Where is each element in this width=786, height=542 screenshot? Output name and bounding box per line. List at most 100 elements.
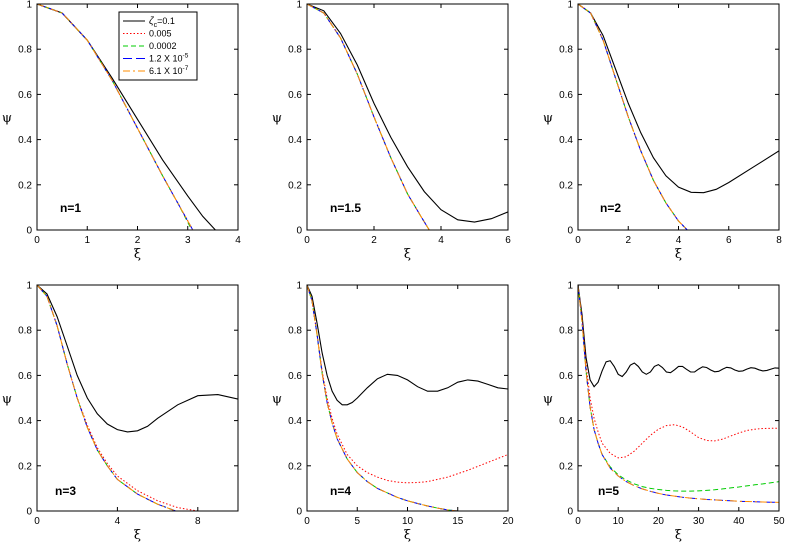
- y-tick-label: 0.4: [18, 135, 32, 146]
- y-tick-label: 1: [26, 281, 32, 292]
- x-tick-label: 50: [773, 516, 785, 527]
- y-tick-label: 1: [26, 0, 32, 11]
- legend-label-series-6.1e-7: 6.1 X 10-7: [149, 65, 189, 76]
- y-tick-label: 0.8: [18, 45, 32, 56]
- y-tick-label: 0.2: [559, 180, 573, 191]
- plot-frame: [306, 3, 509, 231]
- panel-label: n=2: [600, 201, 621, 215]
- legend-label-series-0.0002: 0.0002: [149, 41, 177, 51]
- y-tick-label: 0.8: [559, 45, 573, 56]
- legend-label-series-0.005: 0.005: [149, 29, 172, 39]
- x-tick-label: 0: [575, 516, 581, 527]
- x-axis-label: ξ: [675, 528, 682, 542]
- panel-label: n=4: [330, 484, 351, 498]
- x-tick-label: 2: [135, 235, 141, 246]
- y-axis-label: ψ: [543, 111, 553, 126]
- legend: ζc=0.10.005 0.0002 1.2 X 10-56.1 X 10-7: [118, 11, 198, 81]
- chart-panel-1: 0 1 2 3 4 0 0.2 0.4 0.6 0.8 1 ξ ψ n=1 ζc=0.10.005 0.000…: [2, 0, 241, 262]
- series-0.0002-line: [307, 4, 430, 230]
- y-tick-label: 0.8: [18, 326, 32, 337]
- y-tick-label: 0: [296, 507, 302, 518]
- chart-panel-6: 0 10 20 30 40 50 0 0.2 0.4 0.6 0.8 1 ξ ψ n=5: [543, 281, 785, 542]
- chart-panel-3: 0 2 4 6 8 0 0.2 0.4 0.6 0.8 1 ξ ψ n=2: [543, 0, 782, 262]
- y-tick-label: 0: [296, 226, 302, 237]
- series-zeta-0.1-line: [578, 285, 779, 388]
- series-1.2e-5-line: [578, 285, 779, 503]
- x-tick-label: 15: [452, 516, 464, 527]
- y-tick-label: 0.2: [18, 461, 32, 472]
- x-axis-label: ξ: [134, 528, 141, 542]
- y-tick-label: 0.8: [288, 45, 302, 56]
- series-6.1e-7-line: [578, 4, 688, 230]
- y-tick-label: 0.6: [288, 371, 302, 382]
- y-tick-label: 0.4: [18, 416, 32, 427]
- plot-frame: [577, 3, 780, 231]
- x-axis-label: ξ: [675, 247, 682, 262]
- x-tick-label: 3: [185, 235, 191, 246]
- x-tick-label: 6: [726, 235, 732, 246]
- panel-label: n=3: [55, 484, 76, 498]
- y-tick-label: 0.6: [18, 371, 32, 382]
- x-tick-label: 20: [502, 516, 514, 527]
- y-axis-label: ψ: [2, 392, 12, 407]
- x-tick-label: 0: [304, 235, 310, 246]
- y-tick-label: 0.2: [288, 180, 302, 191]
- x-tick-label: 0: [575, 235, 581, 246]
- series-0.005-line: [37, 285, 198, 511]
- y-axis-label: ψ: [272, 111, 282, 126]
- chart-panel-2: 0 2 4 6 0 0.2 0.4 0.6 0.8 1 ξ ψ n=1.5: [272, 0, 511, 262]
- x-tick-label: 4: [676, 235, 682, 246]
- series-zeta-0.1-line: [37, 285, 238, 433]
- legend-label-series-zeta-0.1: ζc=0.1: [149, 16, 175, 29]
- x-tick-label: 1: [84, 235, 90, 246]
- y-tick-label: 0.4: [288, 416, 302, 427]
- x-tick-label: 10: [613, 516, 625, 527]
- x-tick-label: 0: [34, 235, 40, 246]
- y-axis-label: ψ: [543, 392, 553, 407]
- series-zeta-0.1-line: [578, 4, 779, 194]
- x-tick-label: 5: [354, 516, 360, 527]
- y-tick-label: 1: [296, 0, 302, 11]
- y-axis-label: ψ: [272, 392, 282, 407]
- panel-label: n=5: [598, 484, 619, 498]
- y-tick-label: 0.6: [559, 371, 573, 382]
- series-0.005-line: [578, 4, 688, 230]
- series-6.1e-7-line: [307, 4, 430, 230]
- series-0.0002-line: [307, 285, 458, 511]
- y-axis-label: ψ: [2, 111, 12, 126]
- x-axis-label: ξ: [404, 528, 411, 542]
- x-tick-label: 2: [625, 235, 631, 246]
- x-axis-label: ξ: [134, 247, 141, 262]
- y-tick-label: 0: [26, 226, 32, 237]
- series-1.2e-5-line: [307, 285, 458, 511]
- y-tick-label: 0.6: [559, 90, 573, 101]
- series-0.005-line: [578, 285, 779, 459]
- series-6.1e-7-line: [37, 285, 176, 511]
- plot-frame: [577, 284, 780, 512]
- series-0.0002-line: [578, 285, 779, 492]
- x-tick-label: 6: [505, 235, 511, 246]
- panel-label: n=1: [60, 201, 81, 215]
- x-tick-label: 10: [402, 516, 414, 527]
- x-tick-label: 2: [371, 235, 377, 246]
- y-tick-label: 0.2: [18, 180, 32, 191]
- x-tick-label: 30: [693, 516, 705, 527]
- y-tick-label: 0.4: [559, 135, 573, 146]
- y-tick-label: 0: [567, 226, 573, 237]
- x-tick-label: 0: [304, 516, 310, 527]
- y-tick-label: 0.4: [559, 416, 573, 427]
- x-tick-label: 8: [776, 235, 782, 246]
- y-tick-label: 0: [26, 507, 32, 518]
- y-tick-label: 0.2: [559, 461, 573, 472]
- y-tick-label: 0.2: [288, 461, 302, 472]
- x-tick-label: 20: [653, 516, 665, 527]
- legend-box: [118, 11, 198, 81]
- y-tick-label: 0.6: [288, 90, 302, 101]
- y-tick-label: 1: [567, 0, 573, 11]
- x-tick-label: 0: [34, 516, 40, 527]
- x-tick-label: 40: [733, 516, 745, 527]
- y-tick-label: 0.8: [559, 326, 573, 337]
- plot-frame: [306, 284, 509, 512]
- x-tick-label: 8: [195, 516, 201, 527]
